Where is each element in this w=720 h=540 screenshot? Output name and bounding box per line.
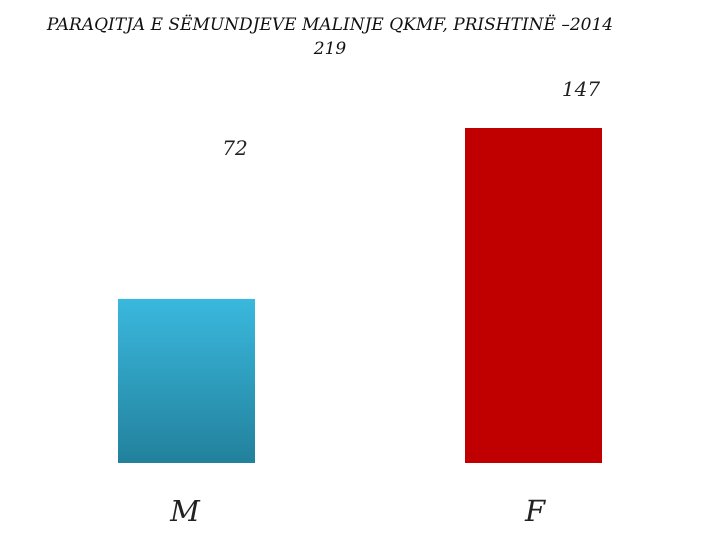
data-label-f: 147 xyxy=(562,77,600,101)
chart-subtitle: 219 xyxy=(313,39,347,59)
category-label-m: M xyxy=(169,494,201,528)
bar-f xyxy=(465,128,602,463)
category-label-f: F xyxy=(524,494,546,528)
bars-group: 72 M 147 F xyxy=(118,77,602,528)
bar-m xyxy=(118,298,255,463)
data-label-m: 72 xyxy=(222,136,247,160)
chart-title: PARAQITJA E SËMUNDJEVE MALINJE QKMF, PRI… xyxy=(46,14,613,35)
